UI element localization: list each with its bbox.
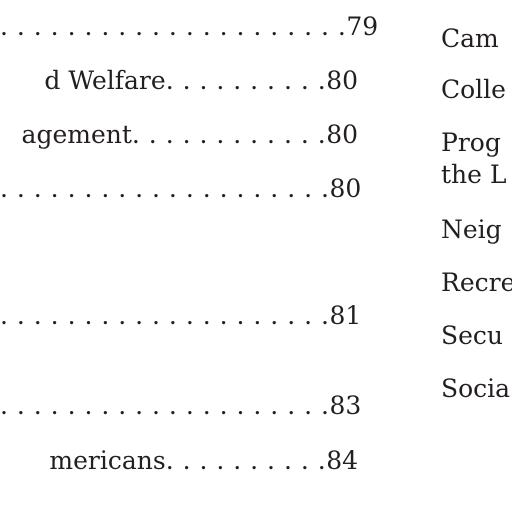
toc-entry-text: d Welfare <box>44 66 166 95</box>
toc-page-number: 83 <box>329 391 362 420</box>
index-entry: the L <box>441 160 507 189</box>
toc-row: d Welfare. . . . . . . . . .80 <box>0 66 358 96</box>
index-entry: Secu <box>441 321 504 350</box>
toc-leader-dots: . . . . . . . . . . . . . . . . . . . . … <box>0 12 347 41</box>
toc-leader-dots: . . . . . . . . . . <box>165 446 327 475</box>
index-entry: Socia <box>441 374 511 403</box>
index-entry: Cam <box>441 24 499 53</box>
toc-leader-dots: . . . . . . . . . . . . . . . . . . . . <box>0 391 330 420</box>
toc-page-number: 80 <box>326 120 358 149</box>
toc-row: mericans. . . . . . . . . .84 <box>0 446 358 476</box>
index-entry: Colle <box>441 75 506 104</box>
toc-leader-dots: . . . . . . . . . . <box>165 66 327 95</box>
toc-page-number: 79 <box>346 12 379 41</box>
toc-entry-text: agement <box>21 120 132 149</box>
toc-page-number: 84 <box>326 446 358 475</box>
toc-page-number: 80 <box>326 66 358 95</box>
toc-row: agement. . . . . . . . . . . .80 <box>0 120 358 150</box>
toc-leader-dots: . . . . . . . . . . . . . . . . . . . . <box>0 174 330 203</box>
index-entry: Recre <box>441 268 512 297</box>
table-of-contents-column: . . . . . . . . . . . . . . . . . . . . … <box>0 12 378 476</box>
index-column: Cam Colle Prog the L Neig Recre Secu Soc… <box>441 0 512 512</box>
toc-row: . . . . . . . . . . . . . . . . . . . .8… <box>0 301 362 331</box>
toc-leader-dots: . . . . . . . . . . . . . . . . . . . . <box>0 301 330 330</box>
toc-row: . . . . . . . . . . . . . . . . . . . . … <box>0 12 378 42</box>
toc-row: . . . . . . . . . . . . . . . . . . . .8… <box>0 174 362 204</box>
toc-page-number: 81 <box>329 301 362 330</box>
toc-entry-text: mericans <box>49 446 166 475</box>
toc-leader-dots: . . . . . . . . . . . . <box>131 120 327 149</box>
index-entry: Neig <box>441 215 502 244</box>
toc-page-number: 80 <box>329 174 362 203</box>
index-entry: Prog <box>441 128 501 157</box>
toc-row: . . . . . . . . . . . . . . . . . . . .8… <box>0 391 362 421</box>
